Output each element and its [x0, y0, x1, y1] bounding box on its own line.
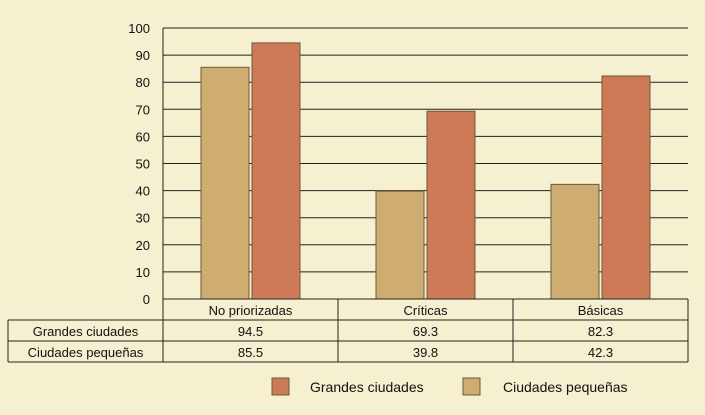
gridlines: [163, 27, 688, 273]
y-tick-label: 90: [136, 48, 150, 63]
data-label: 69.3: [413, 324, 438, 339]
legend-swatch: [271, 377, 290, 396]
legend: Grandes ciudades Ciudades pequeñas: [271, 377, 628, 396]
y-tick-label: 100: [128, 21, 150, 36]
bars: [200, 42, 651, 300]
y-tick-label: 30: [136, 211, 150, 226]
bar: [601, 75, 651, 300]
y-tick-label: 50: [136, 157, 150, 172]
data-table: No priorizadas Críticas Básicas Grandes ciu…: [7, 298, 689, 363]
data-label: 82.3: [588, 324, 613, 339]
data-label: 85.5: [238, 345, 263, 360]
table-row-label: Ciudades pequeñas: [28, 345, 144, 360]
bar: [251, 42, 301, 300]
y-tick-label: 10: [136, 265, 150, 280]
bar: [550, 183, 600, 300]
bar: [375, 190, 425, 300]
legend-swatch: [462, 377, 481, 396]
x-tick-label: No priorizadas: [209, 303, 293, 318]
data-label: 94.5: [238, 324, 263, 339]
y-tick-label: 20: [136, 238, 150, 253]
x-tick-label: Básicas: [578, 303, 624, 318]
legend-label: Grandes ciudades: [310, 379, 424, 395]
y-tick-label: 70: [136, 102, 150, 117]
bar: [426, 110, 476, 300]
y-tick-label: 60: [136, 129, 150, 144]
data-label: 39.8: [413, 345, 438, 360]
x-tick-label: Críticas: [403, 303, 448, 318]
data-label: 42.3: [588, 345, 613, 360]
y-tick-label: 0: [143, 292, 150, 307]
legend-label: Ciudades pequeñas: [503, 379, 628, 395]
bar: [200, 66, 250, 300]
table-row-label: Grandes ciudades: [33, 324, 139, 339]
y-tick-label: 80: [136, 75, 150, 90]
y-tick-label: 40: [136, 184, 150, 199]
